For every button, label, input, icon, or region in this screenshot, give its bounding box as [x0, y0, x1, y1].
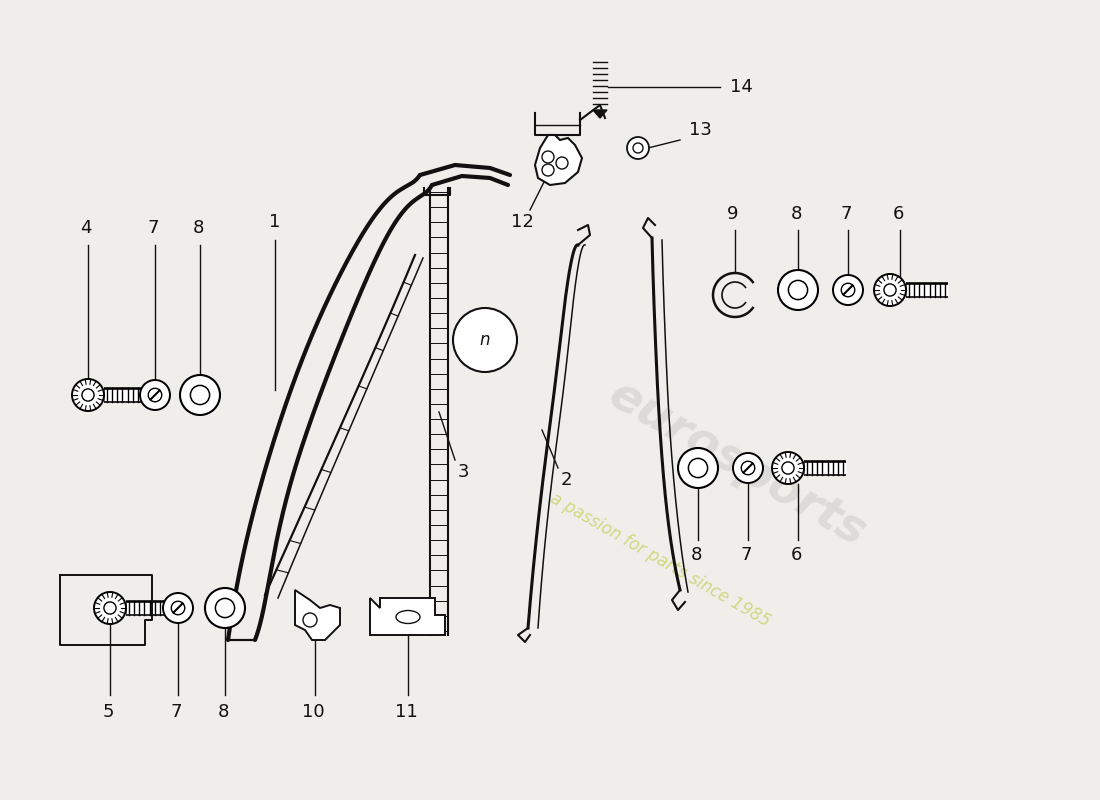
Circle shape [627, 137, 649, 159]
Circle shape [140, 380, 170, 410]
Polygon shape [535, 135, 582, 185]
Polygon shape [593, 110, 607, 118]
Circle shape [833, 275, 864, 305]
Text: 2: 2 [560, 471, 572, 489]
Text: 9: 9 [727, 205, 739, 223]
Circle shape [778, 270, 818, 310]
Text: 12: 12 [510, 213, 534, 231]
Circle shape [180, 375, 220, 415]
Circle shape [733, 453, 763, 483]
Circle shape [453, 308, 517, 372]
Circle shape [81, 389, 95, 401]
Circle shape [741, 462, 755, 474]
Polygon shape [295, 590, 340, 640]
Text: eurosports: eurosports [601, 372, 873, 556]
Text: 8: 8 [192, 219, 204, 237]
Text: 8: 8 [790, 205, 802, 223]
Text: 3: 3 [458, 463, 469, 481]
Circle shape [689, 458, 707, 478]
Text: 7: 7 [170, 703, 182, 721]
Circle shape [148, 388, 162, 402]
Text: 8: 8 [691, 546, 702, 564]
Text: 1: 1 [270, 213, 280, 231]
Text: 6: 6 [892, 205, 904, 223]
Circle shape [842, 283, 855, 297]
Text: 10: 10 [301, 703, 324, 721]
Text: 6: 6 [790, 546, 802, 564]
Text: 5: 5 [102, 703, 113, 721]
Text: 7: 7 [740, 546, 751, 564]
Circle shape [94, 592, 126, 624]
Circle shape [216, 598, 234, 618]
Text: 11: 11 [395, 703, 417, 721]
Circle shape [172, 602, 185, 614]
Circle shape [103, 602, 117, 614]
Text: 14: 14 [730, 78, 752, 96]
Circle shape [874, 274, 906, 306]
Circle shape [772, 452, 804, 484]
Circle shape [884, 284, 896, 296]
Circle shape [205, 588, 245, 628]
Circle shape [632, 143, 644, 153]
Circle shape [163, 593, 192, 623]
Circle shape [678, 448, 718, 488]
Polygon shape [370, 598, 446, 635]
Text: 7: 7 [840, 205, 851, 223]
Circle shape [789, 280, 807, 300]
Circle shape [782, 462, 794, 474]
Circle shape [72, 379, 104, 411]
Text: n: n [480, 331, 491, 349]
Text: 7: 7 [147, 219, 158, 237]
Circle shape [190, 386, 210, 405]
Text: 13: 13 [689, 121, 712, 139]
Text: 8: 8 [218, 703, 229, 721]
Text: 4: 4 [80, 219, 91, 237]
Text: a passion for parts since 1985: a passion for parts since 1985 [547, 490, 773, 630]
